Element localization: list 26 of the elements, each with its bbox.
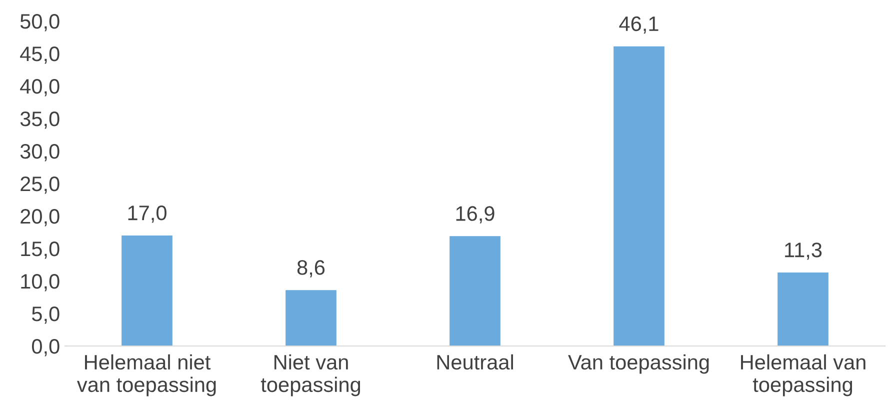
data-label: 11,3 (785, 242, 822, 260)
y-tick-label: 20,0 (20, 209, 60, 226)
y-tick-label: 0,0 (32, 339, 60, 356)
y-tick-label: 5,0 (32, 306, 60, 324)
bar (450, 236, 500, 346)
x-tick-label: Neutraal (437, 354, 513, 370)
y-tick-label: 40,0 (20, 79, 60, 96)
bar (122, 236, 172, 346)
y-tick-label: 15,0 (21, 242, 60, 259)
y-tick-label: 45,0 (20, 46, 60, 64)
bar (778, 272, 828, 346)
bar (286, 290, 336, 346)
data-label: 17,0 (128, 206, 166, 223)
data-label: 8,6 (297, 260, 325, 278)
bar (614, 46, 664, 346)
data-label: 16,9 (456, 206, 494, 224)
x-tick-label: Van toepassing (568, 354, 709, 374)
y-tick-label: 50,0 (20, 14, 60, 32)
x-tick-label: Niet van toepassing (260, 354, 360, 396)
x-tick-label: Helemaal niet van toepassing (77, 354, 216, 396)
y-tick-label: 30,0 (20, 144, 60, 162)
y-tick-label: 25,0 (20, 176, 60, 194)
y-tick-label: 35,0 (20, 112, 60, 129)
y-tick-label: 10,0 (21, 274, 60, 292)
data-label: 46,1 (619, 16, 658, 34)
x-tick-label: Helemaal van toepassing (741, 354, 866, 396)
